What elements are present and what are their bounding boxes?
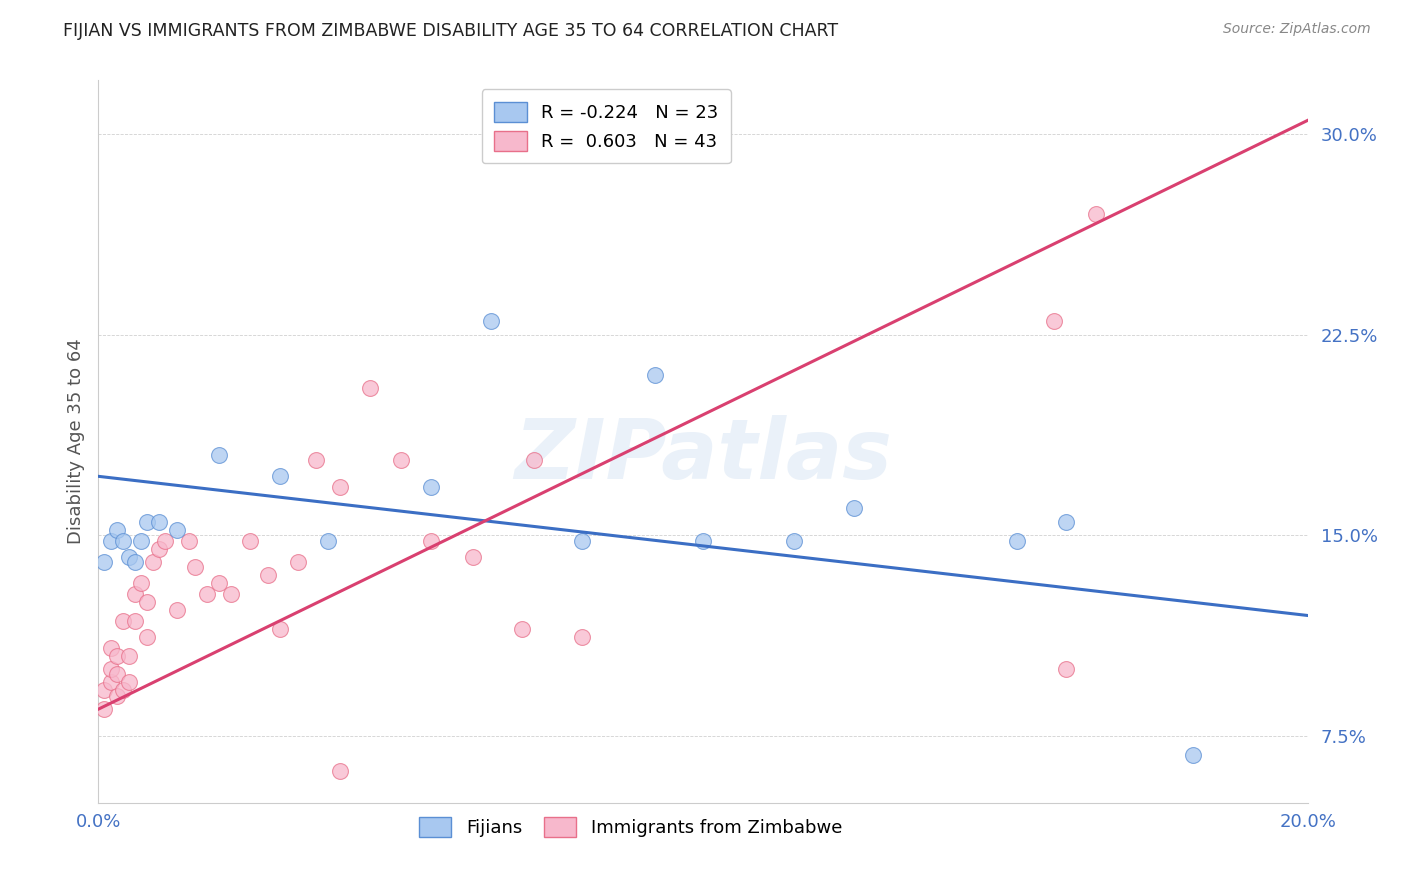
Point	[305, 453, 328, 467]
Point	[129, 576, 152, 591]
Point	[153, 533, 176, 548]
Point	[1085, 207, 1108, 221]
Point	[124, 587, 146, 601]
Point	[1181, 747, 1204, 762]
Point	[208, 576, 231, 591]
Point	[135, 630, 157, 644]
Text: Source: ZipAtlas.com: Source: ZipAtlas.com	[1223, 22, 1371, 37]
Point	[111, 614, 134, 628]
Point	[523, 453, 546, 467]
Point	[510, 622, 533, 636]
Point	[783, 533, 806, 548]
Point	[100, 675, 122, 690]
Point	[1054, 515, 1077, 529]
Point	[269, 469, 291, 483]
Point	[105, 648, 128, 663]
Point	[142, 555, 165, 569]
Point	[118, 675, 141, 690]
Point	[105, 667, 128, 681]
Point	[179, 533, 201, 548]
Point	[93, 702, 115, 716]
Point	[208, 448, 231, 462]
Point	[100, 662, 122, 676]
Point	[571, 630, 593, 644]
Point	[269, 622, 291, 636]
Point	[166, 523, 188, 537]
Point	[329, 764, 352, 778]
Point	[1042, 314, 1064, 328]
Legend: Fijians, Immigrants from Zimbabwe: Fijians, Immigrants from Zimbabwe	[412, 810, 849, 845]
Point	[463, 549, 485, 564]
Y-axis label: Disability Age 35 to 64: Disability Age 35 to 64	[66, 339, 84, 544]
Point	[135, 595, 157, 609]
Point	[184, 560, 207, 574]
Point	[1054, 662, 1077, 676]
Point	[135, 515, 157, 529]
Point	[124, 555, 146, 569]
Point	[105, 689, 128, 703]
Text: FIJIAN VS IMMIGRANTS FROM ZIMBABWE DISABILITY AGE 35 TO 64 CORRELATION CHART: FIJIAN VS IMMIGRANTS FROM ZIMBABWE DISAB…	[63, 22, 838, 40]
Point	[105, 523, 128, 537]
Point	[124, 614, 146, 628]
Point	[111, 683, 134, 698]
Point	[129, 533, 152, 548]
Point	[118, 549, 141, 564]
Point	[166, 603, 188, 617]
Point	[221, 587, 243, 601]
Point	[571, 533, 593, 548]
Point	[111, 533, 134, 548]
Point	[644, 368, 666, 382]
Point	[481, 314, 503, 328]
Point	[1007, 533, 1029, 548]
Point	[360, 381, 382, 395]
Point	[329, 480, 352, 494]
Point	[118, 648, 141, 663]
Point	[420, 480, 443, 494]
Point	[316, 533, 339, 548]
Point	[844, 501, 866, 516]
Point	[420, 533, 443, 548]
Point	[148, 515, 170, 529]
Point	[93, 683, 115, 698]
Point	[100, 640, 122, 655]
Point	[239, 533, 262, 548]
Text: ZIPatlas: ZIPatlas	[515, 416, 891, 497]
Point	[100, 533, 122, 548]
Point	[692, 533, 714, 548]
Point	[93, 555, 115, 569]
Point	[287, 555, 309, 569]
Point	[389, 453, 412, 467]
Point	[256, 568, 278, 582]
Point	[148, 541, 170, 556]
Point	[195, 587, 218, 601]
